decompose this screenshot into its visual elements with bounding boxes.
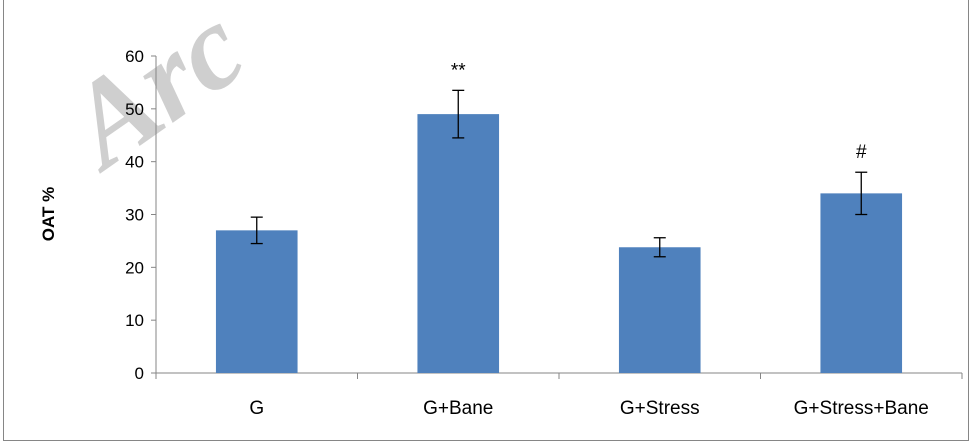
x-category-label: G+Stress+Bane [794, 398, 929, 419]
y-tick-label: 10 [125, 311, 144, 330]
y-tick-label: 50 [125, 100, 144, 119]
bar-chart: Arc OAT % 0 10 20 30 40 50 60 G G+Bane ** G+Stres… [38, 0, 963, 419]
bar [618, 247, 701, 373]
x-axis [155, 372, 963, 379]
bar [820, 193, 903, 373]
y-tick-label: 0 [135, 364, 144, 383]
watermark-text: Arc [38, 0, 267, 195]
y-tick-label: 60 [125, 47, 144, 66]
y-axis: 0 10 20 30 40 50 60 [125, 47, 157, 383]
x-category-label: G+Bane [423, 398, 493, 419]
y-tick-label: 20 [125, 258, 144, 277]
bar [417, 114, 500, 373]
chart-frame: Arc OAT % 0 10 20 30 40 50 60 G G+Bane ** G+Stres… [3, 0, 969, 441]
x-category-label: G+Stress [620, 398, 700, 419]
y-axis-title: OAT % [39, 187, 58, 241]
bar [215, 230, 298, 373]
significance-mark: # [856, 142, 867, 163]
y-tick-label: 40 [125, 153, 144, 172]
x-category-label: G [249, 398, 264, 419]
y-tick-label: 30 [125, 206, 144, 225]
bars-group: G G+Bane ** G+Stress G+Stress+Bane # [215, 60, 929, 419]
watermark-logo: Arc [38, 0, 267, 195]
significance-mark: ** [451, 60, 466, 81]
